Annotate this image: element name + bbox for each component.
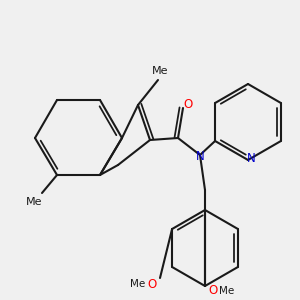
Text: N: N (196, 151, 204, 164)
Text: O: O (183, 98, 193, 112)
Text: Me: Me (219, 286, 235, 296)
Text: Me: Me (26, 197, 42, 207)
Text: Me: Me (152, 66, 168, 76)
Text: N: N (247, 152, 255, 164)
Text: O: O (208, 284, 217, 298)
Text: O: O (147, 278, 157, 290)
Text: Me: Me (130, 279, 146, 289)
